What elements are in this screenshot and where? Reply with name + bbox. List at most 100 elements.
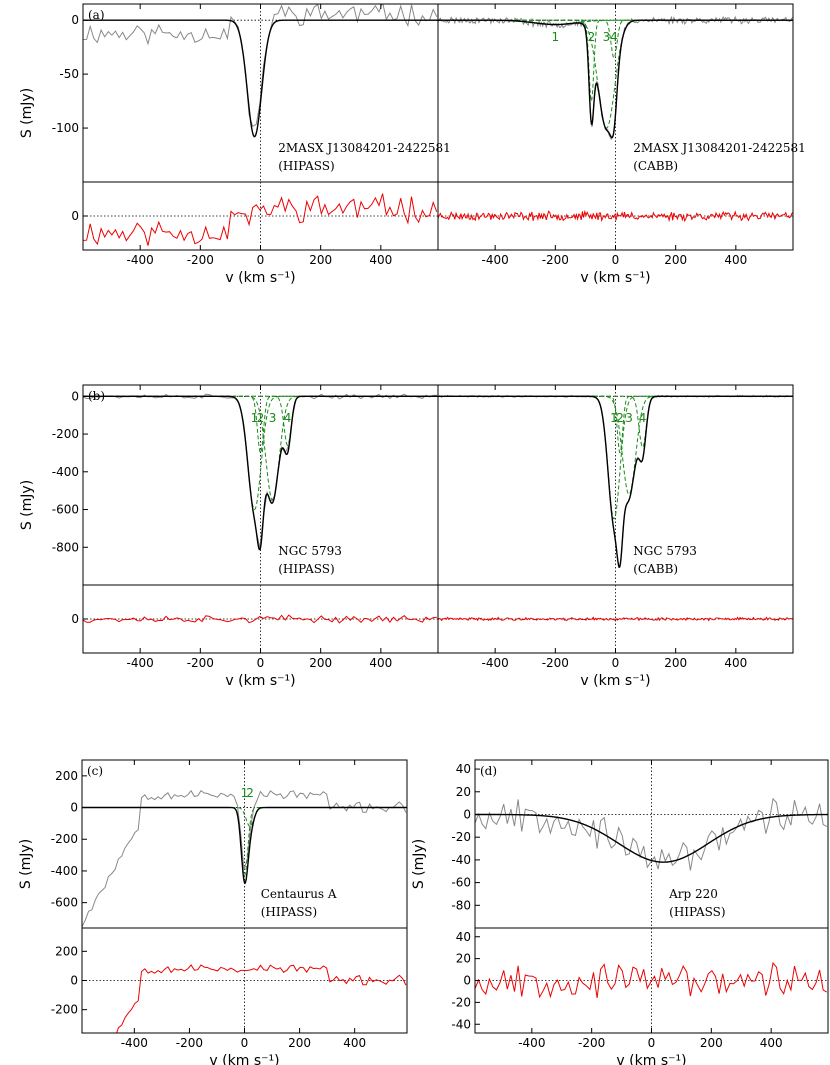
- component-label-1: 1: [241, 786, 249, 800]
- y-tick-label: -20: [451, 830, 471, 844]
- panel-tag: (d): [480, 764, 497, 778]
- y-tick-label: -200: [52, 427, 79, 441]
- y-tick-label: -40: [451, 853, 471, 867]
- y-axis-label: S (mJy): [19, 480, 35, 530]
- x-axis-label: v (km s⁻¹): [225, 270, 295, 286]
- residual-line: [438, 616, 793, 622]
- res-y-tick-label: 20: [456, 952, 471, 966]
- res-y-tick-label: 0: [70, 974, 78, 988]
- x-tick-label: -200: [542, 253, 569, 267]
- y-tick-label: 0: [463, 807, 471, 821]
- y-tick-label: 40: [456, 762, 471, 776]
- panel-tag: (b): [88, 389, 105, 403]
- y-tick-label: -60: [451, 876, 471, 890]
- x-tick-label: 400: [343, 1036, 366, 1050]
- x-tick-label: 0: [612, 656, 620, 670]
- y-tick-label: 0: [70, 801, 78, 815]
- fit-line: [475, 813, 828, 863]
- telescope-label: (HIPASS): [278, 562, 334, 576]
- x-tick-label: 200: [664, 656, 687, 670]
- x-tick-label: -400: [518, 1036, 545, 1050]
- component-label-3: 3: [603, 30, 611, 44]
- y-tick-label: -800: [52, 540, 79, 554]
- x-tick-label: 200: [288, 1036, 311, 1050]
- fit-line: [83, 395, 438, 551]
- panel-c-hipass: 12 -400 -200 0 200 400 -600 -400 -200 0 200 -200 0 20…: [18, 759, 408, 1065]
- x-tick-label: -400: [121, 1036, 148, 1050]
- telescope-label: (HIPASS): [669, 905, 725, 919]
- x-tick-label: 200: [309, 656, 332, 670]
- x-tick-label: -400: [482, 253, 509, 267]
- x-tick-label: 400: [724, 656, 747, 670]
- y-tick-label: 0: [71, 13, 79, 27]
- fit-line: [438, 395, 793, 569]
- y-axis-label: S (mJy): [19, 88, 35, 138]
- x-tick-label: 400: [760, 1036, 783, 1050]
- res-y-tick-label: 200: [55, 944, 78, 958]
- panel-b-cabb: 12 3 4 -400 -200 0 200 400 v (km s⁻¹) NGC 5793 (CA…: [437, 384, 794, 689]
- x-tick-label: 200: [664, 253, 687, 267]
- x-tick-label: -200: [187, 656, 214, 670]
- telescope-label: (CABB): [633, 159, 678, 173]
- x-tick-label: -400: [127, 656, 154, 670]
- res-y-tick-label: -40: [451, 1017, 471, 1031]
- residual-line: [438, 209, 793, 223]
- component-label-1: 1: [251, 411, 259, 425]
- x-tick-label: 200: [700, 1036, 723, 1050]
- x-tick-label: 400: [369, 253, 392, 267]
- res-y-tick-label: 0: [71, 209, 79, 223]
- panel-a-hipass: -400 -200 0 200 400 -100 -50 0 0 v (km s⁻¹) S (mJy…: [19, 3, 451, 286]
- x-tick-label: -200: [542, 656, 569, 670]
- x-tick-label: 0: [241, 1036, 249, 1050]
- x-tick-label: -200: [578, 1036, 605, 1050]
- y-tick-label: -80: [451, 898, 471, 912]
- y-axis-label: S (mJy): [18, 839, 34, 889]
- res-y-tick-label: 0: [71, 612, 79, 626]
- x-tick-label: 400: [724, 253, 747, 267]
- x-axis-label: v (km s⁻¹): [225, 673, 295, 689]
- component-label-2: 2: [616, 411, 624, 425]
- component-label-3: 3: [625, 411, 633, 425]
- y-tick-label: 200: [55, 769, 78, 783]
- residual-line: [116, 964, 407, 1033]
- panel-tag: (a): [88, 8, 105, 22]
- panel-tag: (c): [87, 764, 103, 778]
- telescope-label: (CABB): [633, 562, 678, 576]
- res-y-tick-label: 40: [456, 930, 471, 944]
- x-tick-label: 0: [648, 1036, 656, 1050]
- fit-line: [83, 19, 438, 138]
- component-label-2: 2: [588, 30, 596, 44]
- x-tick-label: -400: [482, 656, 509, 670]
- x-tick-label: -200: [187, 253, 214, 267]
- component-label-4: 4: [284, 411, 292, 425]
- telescope-label: (HIPASS): [278, 159, 334, 173]
- y-tick-label: 0: [71, 389, 79, 403]
- y-tick-label: -50: [59, 67, 79, 81]
- y-tick-label: -200: [51, 832, 78, 846]
- source-label: 2MASX J13084201-2422581: [633, 141, 806, 155]
- x-axis-label: v (km s⁻¹): [580, 270, 650, 286]
- residual-line: [83, 614, 437, 624]
- spectrum-line: [475, 797, 828, 871]
- x-tick-label: 200: [309, 253, 332, 267]
- panel-d-hipass: -400 -200 0 200 400-80-60-40-2002040-40-2002…: [411, 759, 829, 1065]
- component-label-3: 3: [269, 411, 277, 425]
- source-label: 2MASX J13084201-2422581: [278, 141, 451, 155]
- telescope-label: (HIPASS): [261, 905, 317, 919]
- residual-line: [475, 961, 828, 999]
- x-tick-label: 0: [257, 253, 265, 267]
- res-y-tick-label: -200: [51, 1003, 78, 1017]
- y-tick-label: -600: [52, 503, 79, 517]
- component-label-4: 4: [639, 411, 647, 425]
- residual-line: [83, 193, 438, 246]
- component-label-1: 1: [610, 411, 618, 425]
- res-y-tick-label: -20: [451, 995, 471, 1009]
- y-tick-label: -400: [51, 864, 78, 878]
- source-label: Arp 220: [668, 887, 718, 901]
- x-axis-label: v (km s⁻¹): [580, 673, 650, 689]
- y-tick-label: -100: [52, 121, 79, 135]
- y-axis-label: S (mJy): [411, 839, 427, 889]
- panel-a-cabb: 1 2 3 4 -400 -200 0 200 400 v (km s⁻¹) 2MASX J1308…: [437, 3, 806, 286]
